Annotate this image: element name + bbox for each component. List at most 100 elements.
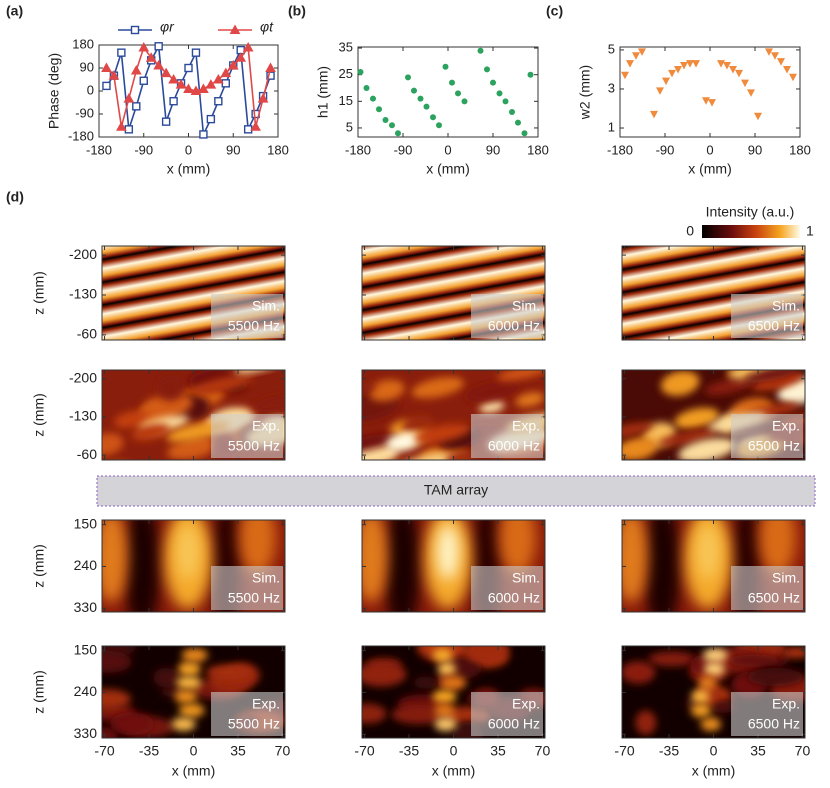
blob: [362, 444, 399, 460]
x-tick-label: -35: [399, 743, 419, 759]
y-tick-label: 330: [74, 599, 98, 615]
blob: [434, 703, 456, 718]
blob: [674, 407, 720, 429]
marker: [229, 24, 241, 34]
y-axis-label: h1 (mm): [315, 66, 331, 118]
blob: [174, 689, 198, 704]
blob: [252, 393, 285, 412]
marker: [662, 77, 670, 86]
marker: [411, 87, 417, 94]
blob: [362, 703, 387, 724]
x-tick-label: 0: [190, 743, 198, 759]
annotation-box: [471, 692, 543, 736]
x-tick-label: -180: [345, 142, 371, 157]
focus-core: [177, 524, 199, 580]
y-tick-label: 330: [74, 725, 98, 741]
marker: [783, 65, 791, 74]
x-tick-label: -90: [656, 142, 675, 157]
marker: [265, 62, 276, 72]
y-axis-label: z (mm): [31, 670, 47, 714]
heatmap: [622, 520, 805, 612]
blob: [622, 661, 656, 684]
x-axis-label: x (mm): [167, 161, 211, 177]
blob: [763, 344, 796, 366]
blob: [386, 432, 421, 451]
blob: [414, 423, 472, 444]
blob: [102, 432, 124, 456]
annotation-box: [211, 414, 283, 458]
y-tick-label: 35: [339, 40, 353, 55]
marker: [527, 71, 534, 78]
blob: [660, 370, 700, 396]
panel-label: (a): [6, 3, 23, 19]
blob: [711, 700, 735, 714]
x-tick-label: -70: [614, 743, 634, 759]
marker: [626, 60, 634, 68]
x-tick-label: 0: [706, 142, 713, 157]
blob: [744, 370, 800, 383]
blob: [465, 381, 520, 402]
marker: [130, 65, 142, 75]
marker: [206, 114, 216, 124]
marker: [116, 121, 127, 131]
annotation-kind: Sim.: [512, 570, 540, 586]
y-tick-label: -60: [77, 326, 97, 342]
marker: [363, 85, 370, 92]
x-tick-label: -35: [659, 743, 679, 759]
blob: [497, 370, 545, 381]
x-axis-label: x (mm): [688, 161, 732, 177]
marker: [686, 60, 694, 68]
y-axis-label: w2 (mm): [577, 65, 593, 120]
blob: [729, 370, 793, 380]
x-tick-label: 70: [275, 743, 291, 759]
y-tick-label: 1: [608, 119, 615, 134]
annotation-frequency: 6000 Hz: [488, 318, 540, 334]
x-tick-label: 0: [185, 142, 192, 157]
blob: [181, 648, 208, 663]
x-tick-label: 35: [230, 743, 246, 759]
blob: [167, 437, 219, 460]
marker: [638, 48, 646, 56]
marker: [765, 48, 773, 56]
annotation-box: [731, 692, 803, 736]
blob: [177, 662, 201, 676]
focus-core: [697, 524, 719, 580]
annotation-box: [731, 566, 803, 610]
marker: [417, 95, 424, 102]
blob: [622, 422, 653, 439]
x-tick-label: 0: [710, 743, 718, 759]
blob: [113, 410, 150, 429]
legend-label: φt: [260, 19, 274, 35]
marker: [190, 85, 202, 95]
blob: [109, 712, 154, 736]
blob: [698, 675, 717, 690]
blob: [635, 710, 657, 735]
marker: [692, 60, 700, 68]
marker: [723, 62, 731, 70]
marker: [124, 125, 134, 134]
blob: [140, 393, 193, 420]
annotation-frequency: 5500 Hz: [228, 318, 280, 334]
x-axis-label: x (mm): [426, 161, 470, 177]
marker: [183, 83, 194, 93]
annotation-kind: Sim.: [772, 298, 800, 314]
legend-label: φr: [160, 19, 175, 35]
y-tick-label: 240: [74, 683, 98, 699]
marker: [389, 122, 395, 129]
marker: [461, 98, 468, 105]
annotation-kind: Exp.: [512, 418, 540, 434]
marker: [138, 42, 150, 52]
blob: [703, 662, 725, 676]
colorbar-tick-label: 1: [806, 223, 814, 239]
y-axis-label: z (mm): [31, 271, 47, 315]
y-tick-label: -200: [69, 246, 97, 262]
x-tick-label: 180: [267, 142, 289, 157]
lobe: [759, 520, 796, 576]
blob: [391, 704, 446, 725]
marker: [708, 99, 716, 107]
marker: [395, 130, 401, 137]
marker: [777, 58, 785, 66]
blob: [102, 727, 118, 738]
blob: [156, 375, 185, 402]
y-tick-label: 180: [72, 36, 94, 51]
